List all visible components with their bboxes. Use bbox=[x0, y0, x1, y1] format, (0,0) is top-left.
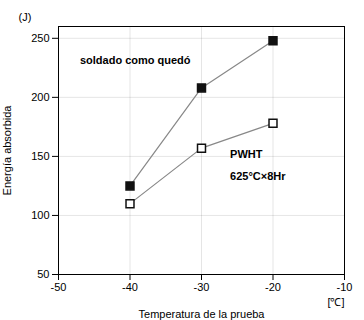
svg-text:soldado como quedó: soldado como quedó bbox=[80, 54, 191, 66]
svg-text:-20: -20 bbox=[265, 281, 281, 293]
svg-text:Energía absorbida: Energía absorbida bbox=[1, 105, 13, 196]
svg-text:PWHT: PWHT bbox=[230, 148, 263, 160]
svg-text:-40: -40 bbox=[122, 281, 138, 293]
svg-text:[℃]: [℃] bbox=[327, 296, 344, 308]
svg-text:-50: -50 bbox=[51, 281, 67, 293]
svg-text:100: 100 bbox=[31, 209, 49, 221]
svg-text:625°C×8Hr: 625°C×8Hr bbox=[230, 170, 286, 182]
svg-text:200: 200 bbox=[31, 91, 49, 103]
svg-text:-10: -10 bbox=[337, 281, 353, 293]
svg-text:50: 50 bbox=[37, 268, 49, 280]
svg-text:-30: -30 bbox=[194, 281, 210, 293]
svg-text:(J): (J) bbox=[19, 11, 32, 23]
svg-text:150: 150 bbox=[31, 150, 49, 162]
svg-text:250: 250 bbox=[31, 32, 49, 44]
svg-text:Temperatura de la prueba: Temperatura de la prueba bbox=[139, 308, 266, 320]
